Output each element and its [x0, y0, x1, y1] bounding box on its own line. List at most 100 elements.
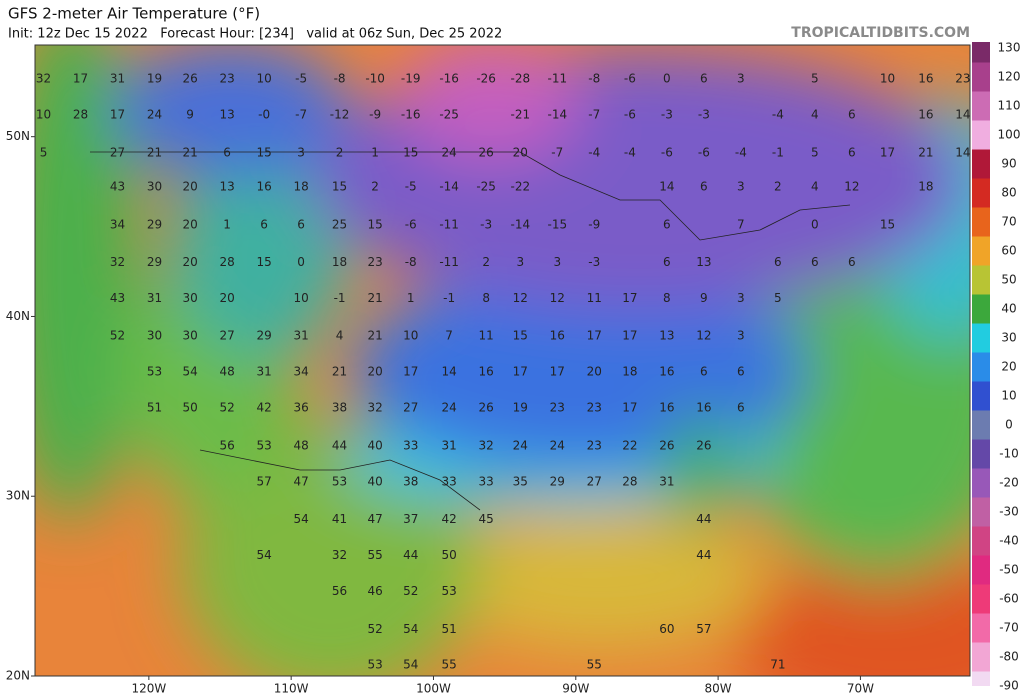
temperature-label: 26 [478, 401, 493, 415]
x-tick-label: 100W [416, 682, 451, 696]
temperature-label: 6 [663, 255, 671, 269]
temperature-label: 36 [293, 401, 308, 415]
x-tick-label: 80W [705, 682, 732, 696]
temperature-label: 3 [297, 145, 305, 159]
temperature-label: 42 [441, 512, 456, 526]
temperature-label: 52 [110, 329, 125, 343]
colorbar-label: -80 [999, 650, 1019, 664]
temperature-label: -7 [295, 108, 307, 122]
temperature-label: 6 [737, 365, 745, 379]
temperature-label: 0 [663, 72, 671, 86]
colorbar-label: 0 [1005, 418, 1013, 432]
temperature-label: 17 [110, 108, 125, 122]
temperature-label: 23 [587, 401, 602, 415]
colorbar-label: -60 [999, 592, 1019, 606]
temperature-label: 57 [256, 474, 271, 488]
temperature-label: 3 [737, 72, 745, 86]
temperature-label: 40 [367, 474, 382, 488]
temperature-label: 8 [663, 291, 671, 305]
temperature-label: 18 [918, 180, 933, 194]
temperature-label: 16 [696, 401, 711, 415]
temperature-label: 26 [182, 72, 197, 86]
temperature-label: 14 [955, 108, 970, 122]
temperature-label: -11 [439, 255, 459, 269]
temperature-label: 17 [587, 329, 602, 343]
temperature-label: 20 [367, 365, 382, 379]
temperature-label: 3 [516, 255, 524, 269]
colorbar-label: 120 [998, 70, 1021, 84]
temperature-label: 17 [403, 365, 418, 379]
temperature-label: 33 [403, 438, 418, 452]
temperature-label: 6 [848, 145, 856, 159]
colorbar-label: 60 [1001, 244, 1016, 258]
temperature-label: 17 [550, 365, 565, 379]
temperature-label: -4 [624, 145, 636, 159]
temperature-label: 50 [182, 401, 197, 415]
temperature-label: 31 [293, 329, 308, 343]
temperature-label: 16 [659, 401, 674, 415]
temperature-label: 28 [219, 255, 234, 269]
temperature-label: 37 [403, 512, 418, 526]
temperature-label: 23 [550, 401, 565, 415]
temperature-label: -16 [439, 72, 459, 86]
colorbar-label: -20 [999, 476, 1019, 490]
colorbar-segment [972, 497, 990, 527]
temperature-label: 18 [293, 180, 308, 194]
temperature-label: 48 [293, 438, 308, 452]
temperature-label: 15 [256, 255, 271, 269]
temperature-label: -1 [772, 145, 784, 159]
temperature-label: 10 [403, 329, 418, 343]
temperature-label: 16 [478, 365, 493, 379]
temperature-label: 55 [587, 658, 602, 672]
temperature-label: 31 [110, 72, 125, 86]
temperature-label: 11 [587, 291, 602, 305]
temperature-label: 31 [147, 291, 162, 305]
temperature-label: 4 [336, 329, 344, 343]
temperature-label: 54 [403, 658, 418, 672]
temperature-label: 56 [332, 584, 347, 598]
temperature-label: 5 [40, 145, 48, 159]
temperature-label: 34 [293, 365, 308, 379]
temperature-label: -14 [510, 217, 530, 231]
temperature-label: 52 [403, 584, 418, 598]
temperature-label: 22 [622, 438, 637, 452]
title: GFS 2-meter Air Temperature (°F) [8, 5, 260, 23]
colorbar-label: -50 [999, 563, 1019, 577]
temperature-label: 21 [147, 145, 162, 159]
x-tick-label: 110W [274, 682, 309, 696]
temperature-label: 3 [737, 180, 745, 194]
temperature-label: 21 [918, 145, 933, 159]
temperature-label: 29 [256, 329, 271, 343]
temperature-label: 23 [219, 72, 234, 86]
temperature-label: 2 [774, 180, 782, 194]
temperature-label: -5 [405, 180, 417, 194]
temperature-label: 2 [371, 180, 379, 194]
border-line [90, 151, 851, 241]
temperature-label: 29 [147, 255, 162, 269]
colorbar-segment [972, 149, 990, 179]
temperature-label: 6 [811, 255, 819, 269]
colorbar-segment [972, 178, 990, 208]
colorbar-segment [972, 468, 990, 498]
temperature-label: 44 [332, 438, 347, 452]
temperature-label: 13 [219, 180, 234, 194]
temperature-label: 6 [737, 401, 745, 415]
temperature-label: 27 [110, 145, 125, 159]
colorbar-label: 10 [1001, 389, 1016, 403]
temperature-label: 14 [441, 365, 456, 379]
temperature-label: 12 [844, 180, 859, 194]
temperature-label: 45 [478, 512, 493, 526]
temperature-label: 30 [182, 329, 197, 343]
temperature-label: 51 [147, 401, 162, 415]
temperature-label: 51 [441, 622, 456, 636]
temperature-label: 32 [110, 255, 125, 269]
colorbar-segment [972, 555, 990, 585]
temperature-label: -19 [401, 72, 421, 86]
temperature-label: 20 [513, 145, 528, 159]
y-tick-label: 20N [6, 669, 30, 683]
colorbar-label: -90 [999, 679, 1019, 693]
map-frame [34, 44, 971, 677]
temperature-label: 27 [403, 401, 418, 415]
temperature-label: -8 [334, 72, 346, 86]
temperature-label: 48 [219, 365, 234, 379]
